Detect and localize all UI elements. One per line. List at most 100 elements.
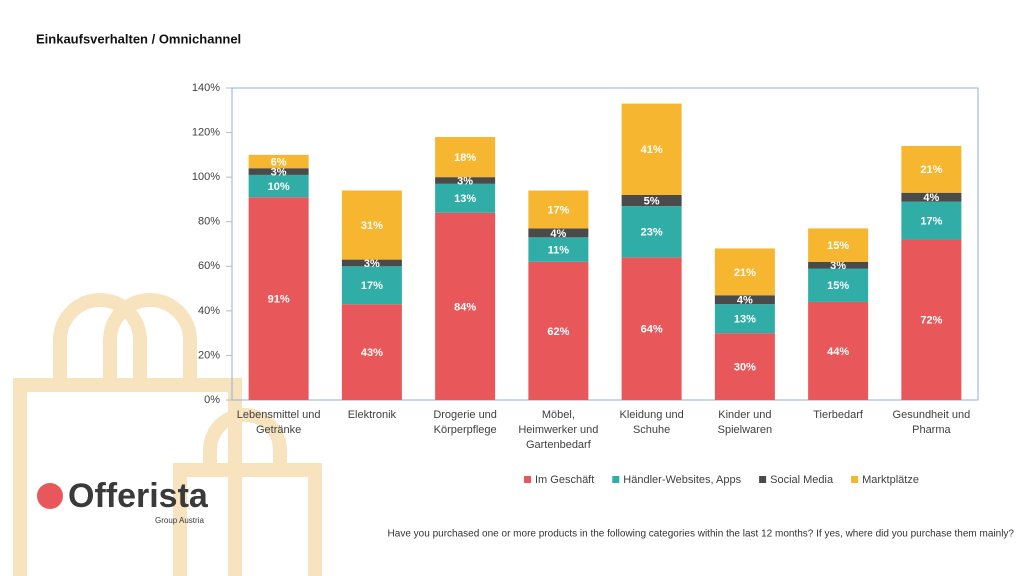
x-tick-container: Gesundheit und Pharma xyxy=(892,409,971,436)
bar-segment xyxy=(808,301,869,400)
x-tick-container: Kinder und Spielwaren xyxy=(717,409,773,436)
value-label: 43% xyxy=(361,347,383,359)
value-label: 3% xyxy=(457,175,473,187)
value-label: 18% xyxy=(454,152,476,164)
bar-segment xyxy=(808,261,869,269)
y-tick-label: 120% xyxy=(192,126,220,138)
y-tick-label: 80% xyxy=(198,216,220,228)
bar-segment xyxy=(621,103,682,195)
bar-segment xyxy=(435,212,496,400)
bar-segment xyxy=(528,228,589,238)
bar-segment xyxy=(901,192,962,202)
value-label: 3% xyxy=(830,260,846,272)
plot-frame xyxy=(231,87,979,401)
logo-tagline: Group Austria xyxy=(155,516,204,525)
legend-swatch xyxy=(759,476,767,483)
x-tick-label: Tierbedarf xyxy=(813,409,863,421)
value-label: 62% xyxy=(547,326,569,338)
value-label: 91% xyxy=(268,294,290,306)
bar-segment xyxy=(248,154,309,169)
x-tick-label: Kinder und Spielwaren xyxy=(717,409,773,436)
value-label: 5% xyxy=(644,195,660,207)
value-label: 13% xyxy=(734,314,756,326)
value-label: 30% xyxy=(734,361,756,373)
x-tick-container: Drogerie und Körperpflege xyxy=(433,409,497,436)
x-tick-container: Tierbedarf xyxy=(813,409,863,421)
legend-label: Im Geschäft xyxy=(535,474,594,486)
value-label: 4% xyxy=(737,295,753,307)
bar-segment xyxy=(248,168,309,175)
bar-segment xyxy=(435,137,496,178)
bar-segment xyxy=(714,248,775,296)
y-tick-label: 100% xyxy=(192,171,220,183)
legend-label: Social Media xyxy=(770,474,834,486)
value-label: 17% xyxy=(361,280,383,292)
value-label: 13% xyxy=(454,193,476,205)
bar-segment xyxy=(808,268,869,302)
bar-segment xyxy=(714,333,775,400)
legend-swatch xyxy=(612,476,620,483)
bar-segment xyxy=(528,190,589,229)
value-label: 31% xyxy=(361,220,383,232)
value-label: 21% xyxy=(734,267,756,279)
value-label: 3% xyxy=(271,166,287,178)
logo: Offerista Group Austria xyxy=(37,477,209,525)
bar-segment xyxy=(248,197,309,400)
logo-icon xyxy=(37,483,63,509)
value-label: 15% xyxy=(827,280,849,292)
y-tick-label: 20% xyxy=(198,349,220,361)
legend-swatch xyxy=(851,476,859,483)
decoration xyxy=(13,293,322,576)
value-label: 6% xyxy=(271,156,287,168)
y-tick-label: 60% xyxy=(198,260,220,272)
bar-segment xyxy=(714,295,775,305)
value-label: 23% xyxy=(641,227,663,239)
value-label: 4% xyxy=(550,228,566,240)
bar-segment xyxy=(901,201,962,240)
y-tick-label: 140% xyxy=(192,82,220,94)
bar-segment xyxy=(341,266,402,305)
logo-name: Offerista xyxy=(68,477,209,515)
bar-segment xyxy=(714,304,775,334)
x-tick-label: Kleidung und Schuhe xyxy=(619,409,684,436)
chart-title: Einkaufsverhalten / Omnichannel xyxy=(36,31,241,46)
legend-label: Händler-Websites, Apps xyxy=(623,474,741,486)
bar-segment xyxy=(248,174,309,198)
value-label: 17% xyxy=(920,216,942,228)
bar-segment xyxy=(435,177,496,184)
bar-segment xyxy=(341,259,402,267)
value-label: 3% xyxy=(364,258,380,270)
bar-segment xyxy=(435,183,496,213)
y-tick-label: 0% xyxy=(204,394,220,406)
y-tick-label: 40% xyxy=(198,305,220,317)
x-tick-label: Gesundheit und Pharma xyxy=(892,409,971,436)
value-label: 64% xyxy=(641,324,663,336)
bar-segment xyxy=(621,194,682,207)
legend-swatch xyxy=(524,476,531,483)
bar-segment xyxy=(528,261,589,400)
value-label: 84% xyxy=(454,301,476,313)
bar-segment xyxy=(528,237,589,262)
x-tick-label: Elektronik xyxy=(347,409,397,421)
x-tick-label: Lebensmittel und Getränke xyxy=(236,409,321,436)
value-label: 21% xyxy=(920,164,942,176)
bar-segment xyxy=(341,190,402,260)
x-tick-label: Drogerie und Körperpflege xyxy=(433,409,497,436)
x-tick-container: Kleidung und Schuhe xyxy=(619,409,684,436)
value-label: 15% xyxy=(827,240,849,252)
footnote: Have you purchased one or more products … xyxy=(388,529,1015,540)
x-tick-label: Möbel, Heimwerker und Gartenbedarf xyxy=(518,409,599,451)
legend-label: Marktplätze xyxy=(862,474,919,486)
value-label: 4% xyxy=(923,192,939,204)
bar-segment xyxy=(621,206,682,258)
x-tick-container: Möbel, Heimwerker und Gartenbedarf xyxy=(518,409,599,451)
bar-segment xyxy=(341,304,402,400)
x-tick-container: Elektronik xyxy=(347,409,397,421)
value-label: 10% xyxy=(268,181,290,193)
value-label: 11% xyxy=(548,244,570,256)
x-tick-container: Lebensmittel und Getränke xyxy=(236,409,321,436)
value-label: 17% xyxy=(547,204,569,216)
value-label: 44% xyxy=(827,346,849,358)
value-label: 72% xyxy=(920,315,942,327)
